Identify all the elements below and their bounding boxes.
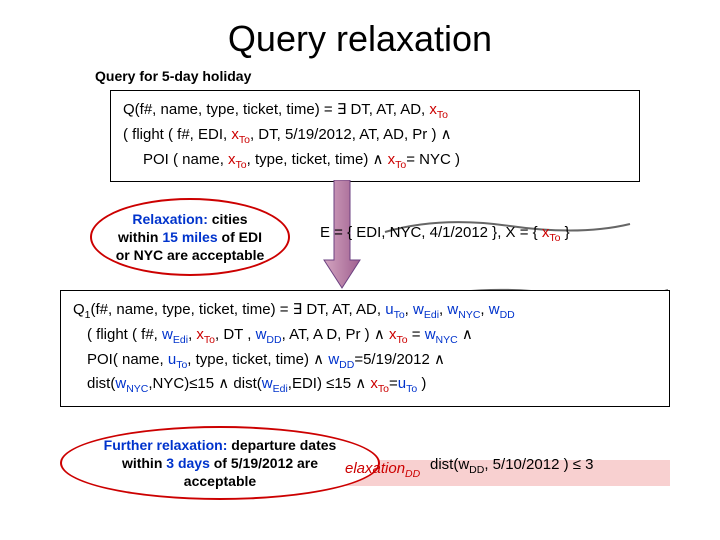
q2-line3: POI( name, uTo, type, ticket, time) ∧ wD… (73, 349, 657, 374)
relaxation-bubble-2: Further relaxation: departure dates with… (60, 426, 380, 500)
e-set: E = { EDI, NYC, 4/1/2012 }, X = { xTo } (320, 224, 570, 244)
slide-title: Query relaxation (0, 0, 720, 60)
extra-dist-text: dist(wDD, 5/10/2012 ) ≤ 3 (430, 456, 593, 476)
subtitle: Query for 5-day holiday (95, 68, 251, 84)
q1-line2: ( flight ( f#, EDI, xTo, DT, 5/19/2012, … (123, 124, 627, 149)
query-box-2: Q1(f#, name, type, ticket, time) = ∃ DT,… (60, 290, 670, 407)
q2-line4: dist(wNYC,NYC)≤15 ∧ dist(wEdi,EDI) ≤15 ∧… (73, 373, 657, 398)
q1-line3: POI ( name, xTo, type, ticket, time) ∧ x… (123, 149, 627, 174)
query-box-1: Q(f#, name, type, ticket, time) = ∃ DT, … (110, 90, 640, 182)
q2-line2: ( flight ( f#, wEdi, xTo, DT , wDD, AT, … (73, 324, 657, 349)
overflow-text: elaxationDD (345, 460, 420, 480)
q2-line1: Q1(f#, name, type, ticket, time) = ∃ DT,… (73, 299, 657, 324)
relaxation-bubble-1: Relaxation: cities within 15 miles of ED… (90, 198, 290, 276)
q1-line1: Q(f#, name, type, ticket, time) = ∃ DT, … (123, 99, 627, 124)
